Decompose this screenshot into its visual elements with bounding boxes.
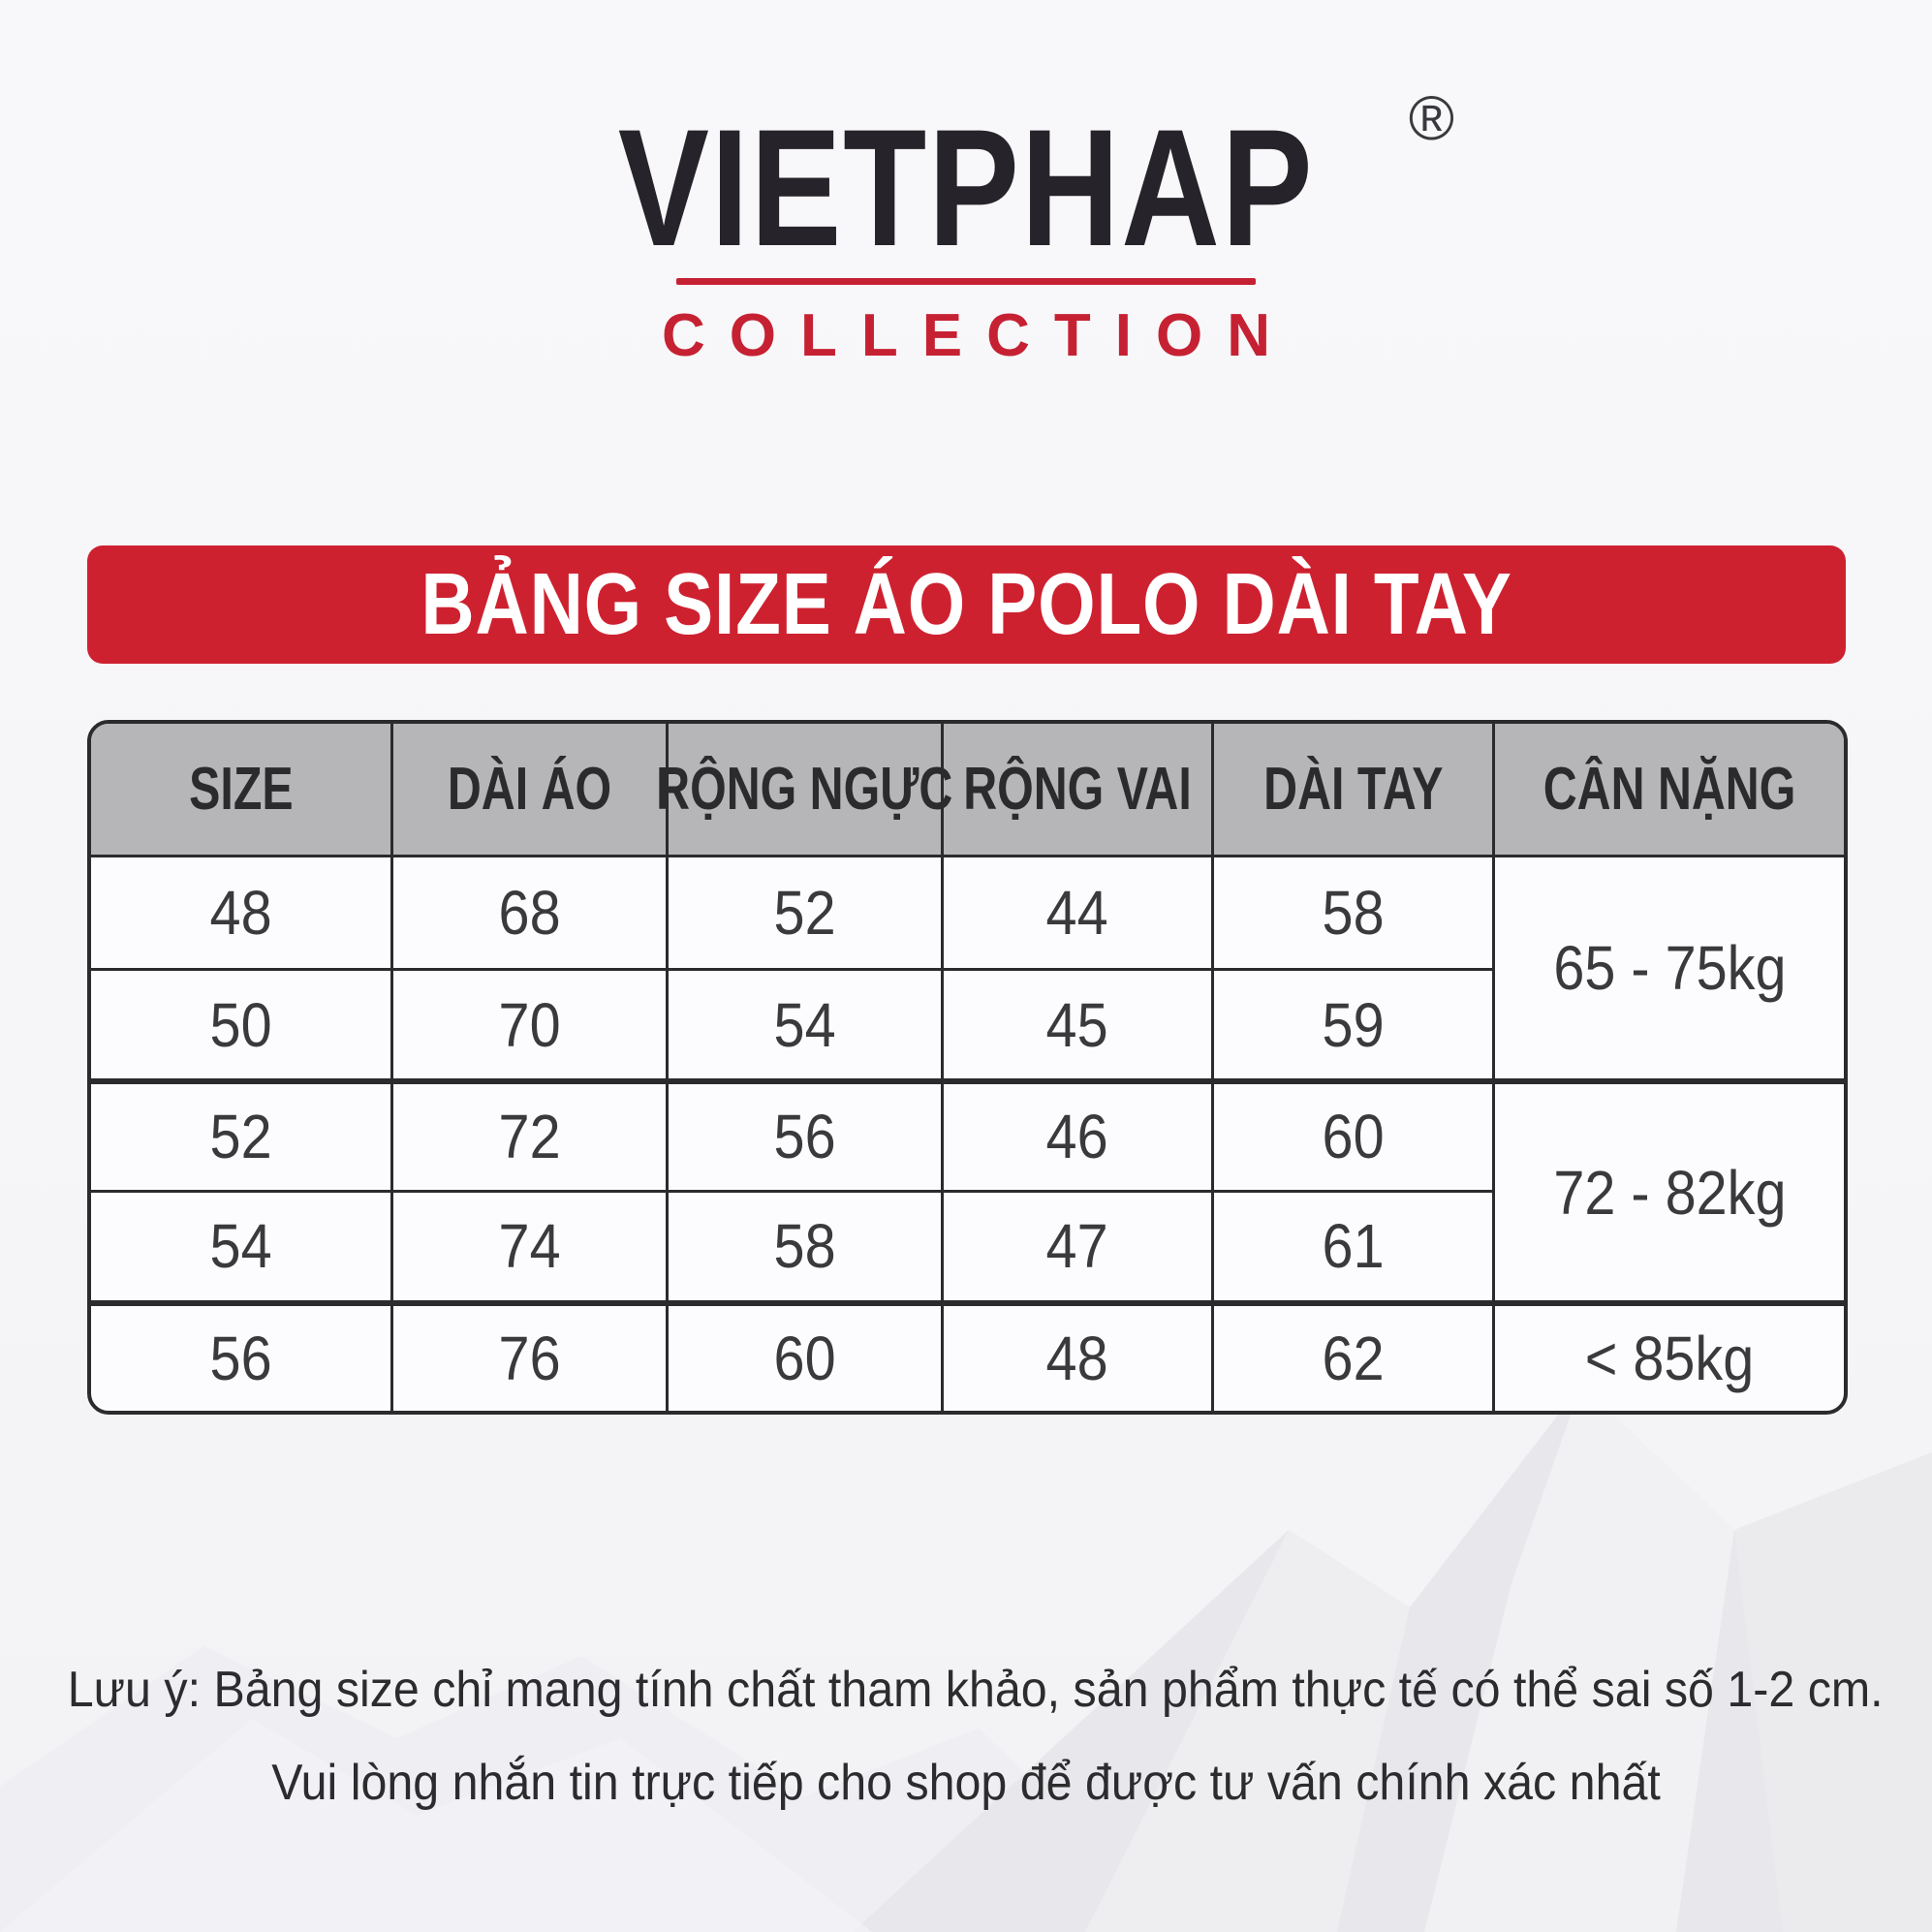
table-cell: 44 [944, 857, 1214, 969]
table-cell: 47 [943, 1189, 1214, 1300]
header-cell-can-nang: CÂN NẶNG [1494, 724, 1844, 857]
table-cell: 61 [1213, 1189, 1495, 1300]
weight-cell: 65 - 75kg [1552, 933, 1787, 1004]
table-cell: 52 [91, 1078, 393, 1190]
header-cell-rong-vai: RỘNG VAI [943, 724, 1214, 857]
table-cell: 48 [943, 1299, 1214, 1411]
table-cell: 46 [943, 1078, 1214, 1190]
weight-cell: < 85kg [1494, 1299, 1844, 1411]
header-cell-dai-ao: DÀI ÁO [392, 724, 669, 857]
table-cell: 60 [668, 1299, 944, 1411]
size-chart-banner: BẢNG SIZE ÁO POLO DÀI TAY [87, 545, 1846, 664]
table-cell: 56 [668, 1078, 944, 1190]
table-cell: 74 [392, 1189, 669, 1300]
table-cell: 45 [943, 968, 1214, 1079]
table-cell: 52 [669, 857, 944, 969]
table-cell: 54 [91, 1189, 393, 1300]
table-cell: 59 [1213, 968, 1495, 1079]
table-cell: 50 [91, 968, 393, 1079]
banner-title: BẢNG SIZE ÁO POLO DÀI TAY [421, 555, 1512, 653]
table-cell: 72 [392, 1078, 669, 1190]
table-cell: 70 [392, 968, 669, 1079]
table-cell: 48 [91, 857, 393, 969]
table-cell: 62 [1213, 1299, 1495, 1411]
table-cell: 68 [393, 857, 669, 969]
brand-subtitle: COLLECTION [662, 301, 1294, 369]
header-cell-size: SIZE [91, 724, 393, 857]
table-cell: 56 [91, 1299, 393, 1411]
brand-wordmark: VIETPHAP [617, 95, 1315, 281]
table-cell: 58 [668, 1189, 944, 1300]
header-cell-dai-tay: DÀI TAY [1213, 724, 1495, 857]
footer-note-line2: Vui lòng nhắn tin trực tiếp cho shop để … [271, 1755, 1661, 1812]
table-cell: 60 [1213, 1078, 1495, 1190]
header-cell-rong-nguc: RỘNG NGỰC [656, 724, 952, 857]
footer-note-line1: Lưu ý: Bảng size chỉ mang tính chất tham… [67, 1662, 1884, 1718]
registered-trademark-icon: ® [1408, 83, 1455, 153]
table-cell: 58 [1214, 857, 1495, 969]
footer-note: Lưu ý: Bảng size chỉ mang tính chất tham… [0, 1643, 1932, 1829]
table-cell: 54 [668, 968, 944, 1079]
weight-cell: 72 - 82kg [1494, 1078, 1844, 1299]
table-cell: 76 [392, 1299, 669, 1411]
size-table: SIZE DÀI ÁO RỘNG NGỰC RỘNG VAI DÀI TAY C… [87, 720, 1848, 1415]
brand-underline [676, 277, 1256, 285]
brand-logo: VIETPHAP ® COLLECTION [0, 87, 1932, 369]
